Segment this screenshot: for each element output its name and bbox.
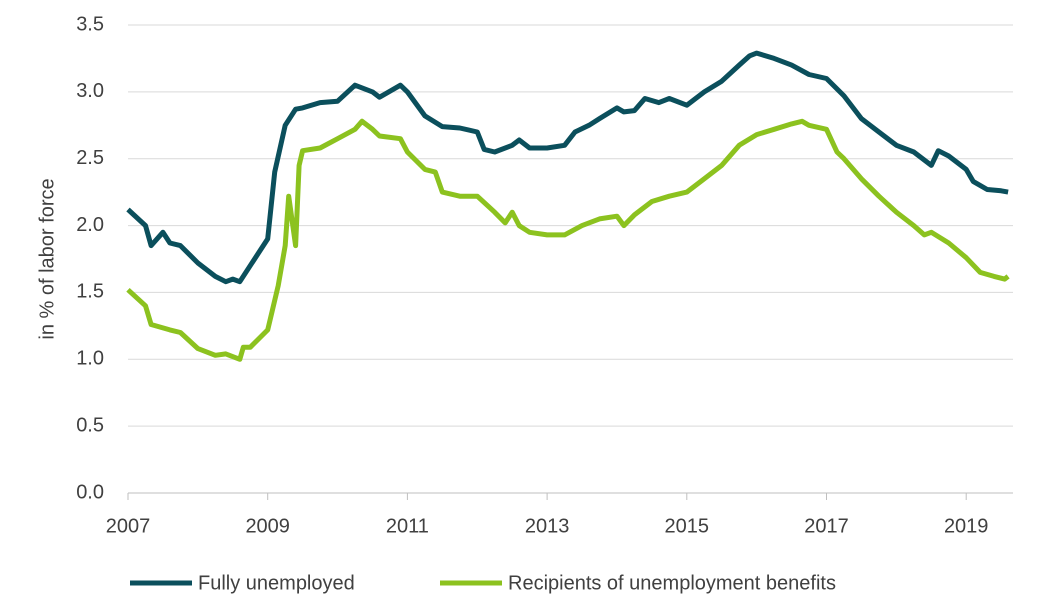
line	[126, 118, 1010, 362]
y-tick-label: 3.0	[76, 80, 104, 102]
y-tick-label: 1.0	[76, 348, 104, 370]
legend-label: Recipients of unemployment benefits	[508, 572, 836, 594]
y-tick-label: 2.0	[76, 214, 104, 236]
x-tick-label: 2011	[386, 515, 429, 537]
legend-label: Fully unemployed	[198, 572, 355, 594]
y-tick-label: 2.5	[76, 147, 104, 169]
x-tick-label: 2015	[665, 515, 710, 537]
x-tick-label: 2007	[106, 515, 151, 537]
y-tick-label: 3.5	[76, 13, 104, 35]
x-tick-label: 2019	[944, 515, 989, 537]
x-tick-label: 2017	[804, 515, 849, 537]
line	[126, 50, 1009, 285]
y-tick-label: 0.5	[76, 414, 104, 436]
y-axis-label: in % of labor force	[36, 178, 58, 339]
y-tick-label: 1.5	[76, 281, 104, 303]
x-tick-label: 2013	[525, 515, 570, 537]
x-tick-label: 2009	[245, 515, 290, 537]
y-tick-label: 0.0	[76, 481, 104, 503]
